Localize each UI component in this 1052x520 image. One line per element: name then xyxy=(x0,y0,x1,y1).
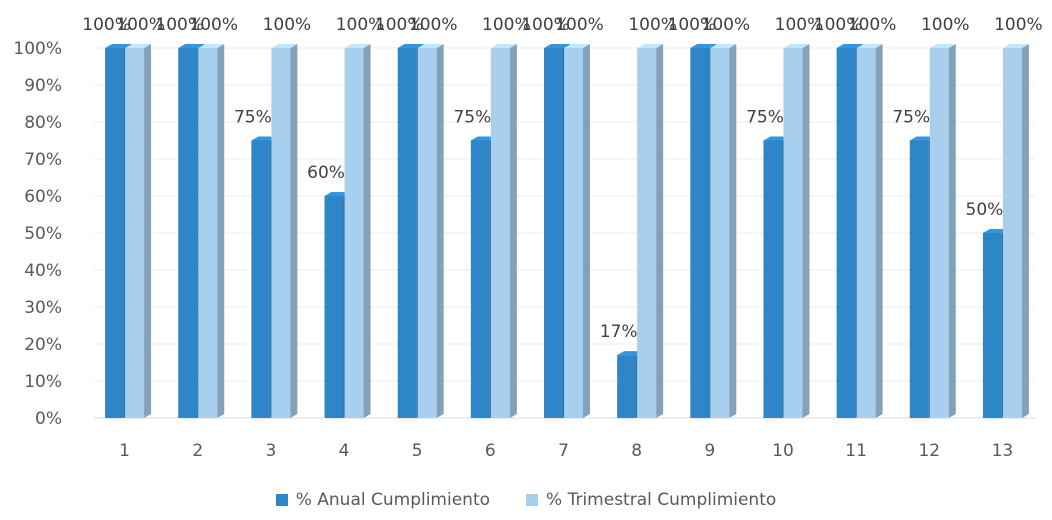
legend-swatch-trimestral xyxy=(526,494,539,506)
data-label: 100% xyxy=(555,15,604,35)
y-tick-label: 0% xyxy=(35,409,62,429)
legend: % Anual Cumplimiento % Trimestral Cumpli… xyxy=(0,490,1052,510)
y-tick-label: 10% xyxy=(24,372,62,392)
y-tick-label: 80% xyxy=(24,113,62,133)
x-tick-label: 3 xyxy=(265,441,276,461)
data-label: 100% xyxy=(994,15,1043,35)
data-label: 100% xyxy=(702,15,751,35)
data-label: 100% xyxy=(82,15,131,35)
x-tick-label: 5 xyxy=(412,441,423,461)
x-tick-label: 10 xyxy=(772,441,794,461)
bars xyxy=(105,44,1029,418)
y-tick-label: 100% xyxy=(13,39,62,59)
legend-label-trimestral: % Trimestral Cumplimiento xyxy=(546,490,777,510)
data-label: 60% xyxy=(307,163,345,183)
data-label: 100% xyxy=(668,15,717,35)
bar-trimestral-3 xyxy=(271,44,298,418)
data-label: 100% xyxy=(521,15,570,35)
y-tick-label: 50% xyxy=(24,224,62,244)
bar-trimestral-13 xyxy=(1002,44,1029,418)
bar-trimestral-5 xyxy=(417,44,444,418)
bar-trimestral-11 xyxy=(856,44,883,418)
data-label: 100% xyxy=(628,15,677,35)
x-tick-label: 12 xyxy=(918,441,940,461)
data-label: 75% xyxy=(892,108,930,128)
bar-trimestral-2 xyxy=(198,44,225,418)
legend-label-anual: % Anual Cumplimiento xyxy=(295,490,491,510)
data-label: 75% xyxy=(453,108,491,128)
data-label: 100% xyxy=(375,15,424,35)
y-tick-label: 40% xyxy=(24,261,62,281)
bar-trimestral-6 xyxy=(490,44,517,418)
y-axis: 0% 10% 20% 30% 40% 50% 60% 70% 80% 90% 100% xyxy=(13,39,62,429)
y-tick-label: 30% xyxy=(24,298,62,318)
x-tick-label: 13 xyxy=(992,441,1014,461)
data-label: 50% xyxy=(966,200,1004,220)
bar-trimestral-9 xyxy=(710,44,737,418)
legend-item-anual: % Anual Cumplimiento xyxy=(275,490,491,510)
x-tick-label: 7 xyxy=(558,441,569,461)
bar-trimestral-8 xyxy=(637,44,664,418)
data-label: 100% xyxy=(116,15,165,35)
y-tick-label: 20% xyxy=(24,335,62,355)
data-label: 100% xyxy=(409,15,458,35)
x-tick-label: 2 xyxy=(192,441,203,461)
data-label: 75% xyxy=(234,108,272,128)
x-tick-label: 8 xyxy=(631,441,642,461)
data-label: 100% xyxy=(482,15,531,35)
data-label: 100% xyxy=(336,15,385,35)
data-label: 100% xyxy=(155,15,204,35)
x-tick-label: 9 xyxy=(704,441,715,461)
data-label: 100% xyxy=(921,15,970,35)
bar-trimestral-7 xyxy=(564,44,590,418)
bar-trimestral-1 xyxy=(125,44,152,418)
bar-trimestral-12 xyxy=(929,44,956,418)
bar-trimestral-10 xyxy=(783,44,810,418)
x-tick-label: 1 xyxy=(119,441,130,461)
data-label: 100% xyxy=(263,15,312,35)
data-label: 100% xyxy=(848,15,897,35)
y-tick-label: 60% xyxy=(24,187,62,207)
data-label: 100% xyxy=(814,15,863,35)
data-label: 100% xyxy=(189,15,238,35)
x-tick-label: 6 xyxy=(485,441,496,461)
legend-swatch-anual xyxy=(275,494,288,506)
bar-trimestral-4 xyxy=(344,44,371,418)
y-tick-label: 90% xyxy=(24,76,62,96)
x-tick-label: 4 xyxy=(339,441,350,461)
y-tick-label: 70% xyxy=(24,150,62,170)
x-tick-label: 11 xyxy=(845,441,867,461)
data-label: 75% xyxy=(746,108,784,128)
data-label: 17% xyxy=(600,322,638,342)
data-labels: 100%100%100%100%75%100%60%100%100%100%75… xyxy=(82,15,1042,342)
legend-item-trimestral: % Trimestral Cumplimiento xyxy=(526,490,776,510)
x-axis: 1 2 3 4 5 6 7 8 9 10 11 12 13 xyxy=(119,441,1013,461)
data-label: 100% xyxy=(775,15,824,35)
